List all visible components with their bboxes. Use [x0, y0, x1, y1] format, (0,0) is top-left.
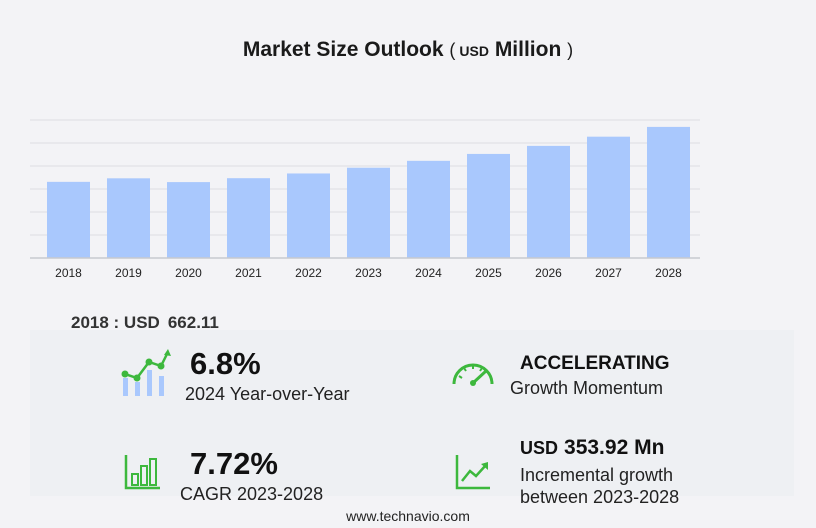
- incremental-label-line2: between 2023-2028: [520, 487, 680, 507]
- x-tick-label: 2026: [535, 266, 562, 280]
- bar-2028: [647, 126, 690, 259]
- chart-title: Market Size Outlook (USD Million ): [0, 38, 816, 62]
- x-tick-label: 2020: [175, 266, 202, 280]
- growth-chart-icon: [121, 349, 171, 396]
- chart-title-unit: USD: [459, 43, 489, 59]
- chart-title-main: Market Size Outlook: [242, 38, 444, 61]
- yoy-label: 2024 Year-over-Year: [185, 384, 350, 404]
- x-tick-label: 2018: [55, 266, 82, 280]
- x-tick-label: 2028: [655, 266, 682, 280]
- chart-title-unit-word: Million: [494, 38, 562, 61]
- base-year-number: 662.11: [167, 313, 219, 332]
- bar-2019: [107, 178, 150, 258]
- cagr-label: CAGR 2023-2028: [180, 484, 324, 504]
- x-tick-label: 2022: [295, 266, 322, 280]
- speedometer-icon: [452, 363, 494, 386]
- bar-2020: [167, 182, 210, 258]
- momentum-value: ACCELERATING: [520, 353, 670, 374]
- base-year-value: 2018 : USD 662.11: [71, 313, 219, 333]
- x-tick-label: 2024: [415, 266, 442, 280]
- bar-2026: [527, 145, 570, 258]
- x-tick-label: 2027: [595, 266, 622, 280]
- incremental-unit: USD: [520, 438, 559, 458]
- bar-2024: [407, 160, 450, 258]
- bar-2021: [227, 178, 270, 258]
- incremental-label-line1: Incremental growth: [520, 465, 674, 485]
- trend-line-icon: [455, 455, 490, 490]
- cagr-value: 7.72%: [190, 446, 278, 481]
- incremental-number: 353.92 Mn: [564, 436, 665, 459]
- incremental-value: USD 353.92 Mn: [520, 436, 664, 460]
- bar-chart: 2018 2019 2020 2021 2022 2023 2024 2025 2026 2027…: [30, 119, 700, 280]
- bar-2018: [47, 181, 90, 258]
- base-year-label: 2018 : USD: [71, 313, 160, 332]
- chart-title-close-paren: ): [567, 40, 574, 60]
- bar-2025: [467, 153, 510, 258]
- stats-panel: [30, 330, 794, 496]
- momentum-label: Growth Momentum: [510, 378, 664, 398]
- footer-url: www.technavio.com: [346, 508, 470, 524]
- bar-2027: [587, 136, 630, 258]
- bar-2023: [347, 167, 390, 258]
- x-tick-label: 2019: [115, 266, 142, 280]
- x-tick-label: 2025: [475, 266, 502, 280]
- x-tick-label: 2023: [355, 266, 382, 280]
- bar-2022: [287, 173, 330, 258]
- bar-chart-icon: [124, 455, 160, 490]
- x-tick-label: 2021: [235, 266, 262, 280]
- chart-title-open-paren: (: [449, 40, 456, 60]
- yoy-value: 6.8%: [190, 346, 261, 381]
